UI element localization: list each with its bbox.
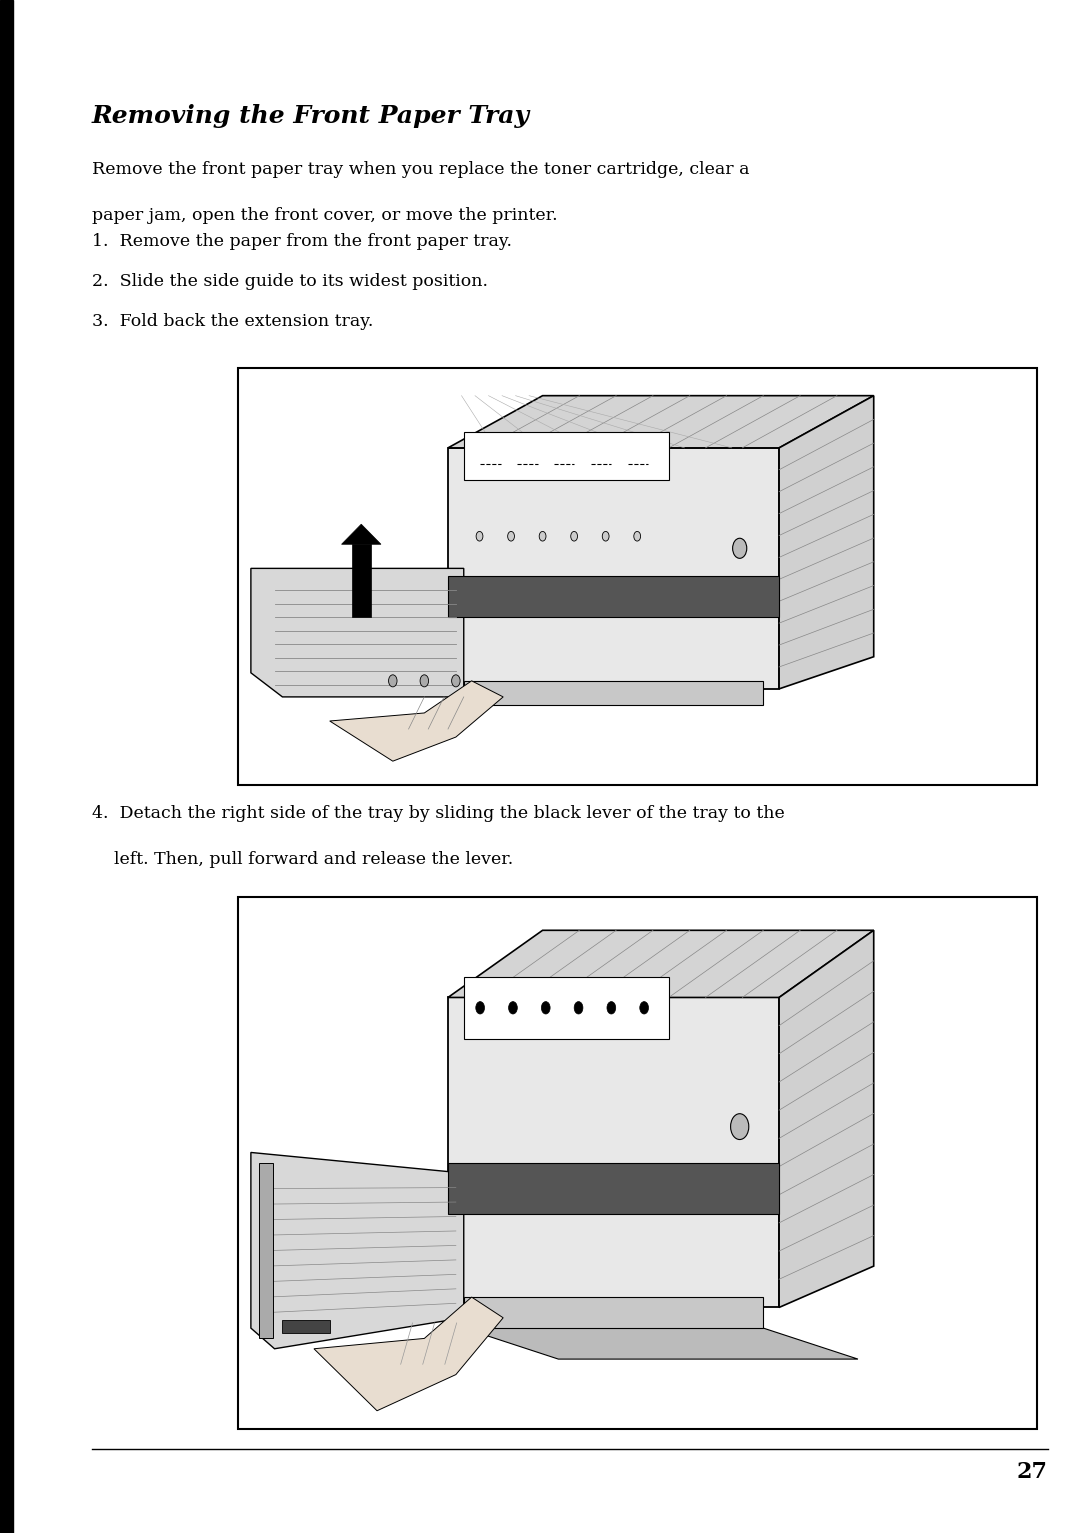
Circle shape	[539, 532, 546, 541]
Circle shape	[476, 1001, 485, 1013]
Polygon shape	[448, 396, 874, 448]
Bar	[448, 576, 779, 616]
Bar	[238, 368, 1037, 785]
Polygon shape	[779, 931, 874, 1308]
Bar	[243, 904, 1031, 1421]
Circle shape	[389, 675, 397, 687]
Bar	[448, 1164, 779, 1214]
Polygon shape	[314, 1297, 503, 1410]
Circle shape	[603, 532, 609, 541]
Text: 4.  Detach the right side of the tray by sliding the black lever of the tray to : 4. Detach the right side of the tray by …	[92, 805, 784, 822]
Polygon shape	[329, 681, 503, 762]
Text: 2.  Slide the side guide to its widest position.: 2. Slide the side guide to its widest po…	[92, 273, 488, 290]
Bar	[243, 376, 1031, 777]
Bar	[463, 432, 669, 480]
Circle shape	[634, 532, 640, 541]
Text: paper jam, open the front cover, or move the printer.: paper jam, open the front cover, or move…	[92, 207, 557, 224]
Text: 1.  Remove the paper from the front paper tray.: 1. Remove the paper from the front paper…	[92, 233, 512, 250]
Bar	[238, 897, 1037, 1429]
Bar	[283, 1320, 329, 1334]
Bar	[463, 977, 669, 1039]
Bar	[448, 448, 779, 688]
Polygon shape	[448, 931, 874, 998]
Circle shape	[508, 532, 514, 541]
Circle shape	[732, 538, 746, 558]
Circle shape	[476, 532, 483, 541]
Bar	[463, 1297, 764, 1328]
Polygon shape	[251, 1153, 463, 1349]
Bar	[463, 681, 764, 705]
Bar	[259, 1164, 273, 1338]
Circle shape	[570, 532, 578, 541]
Text: 27: 27	[1016, 1461, 1048, 1482]
Polygon shape	[341, 524, 381, 544]
Bar	[0, 0, 13, 1533]
Circle shape	[451, 675, 460, 687]
Circle shape	[639, 1001, 648, 1013]
Bar	[352, 544, 370, 616]
Circle shape	[730, 1113, 748, 1139]
Text: Removing the Front Paper Tray: Removing the Front Paper Tray	[92, 104, 530, 129]
Polygon shape	[463, 1328, 858, 1360]
Circle shape	[509, 1001, 517, 1013]
Circle shape	[575, 1001, 583, 1013]
Text: 3.  Fold back the extension tray.: 3. Fold back the extension tray.	[92, 313, 374, 330]
Polygon shape	[251, 569, 463, 698]
Bar	[448, 998, 779, 1308]
Polygon shape	[779, 396, 874, 688]
Circle shape	[541, 1001, 550, 1013]
Text: Remove the front paper tray when you replace the toner cartridge, clear a: Remove the front paper tray when you rep…	[92, 161, 750, 178]
Circle shape	[607, 1001, 616, 1013]
Text: left. Then, pull forward and release the lever.: left. Then, pull forward and release the…	[92, 851, 513, 868]
Circle shape	[420, 675, 429, 687]
